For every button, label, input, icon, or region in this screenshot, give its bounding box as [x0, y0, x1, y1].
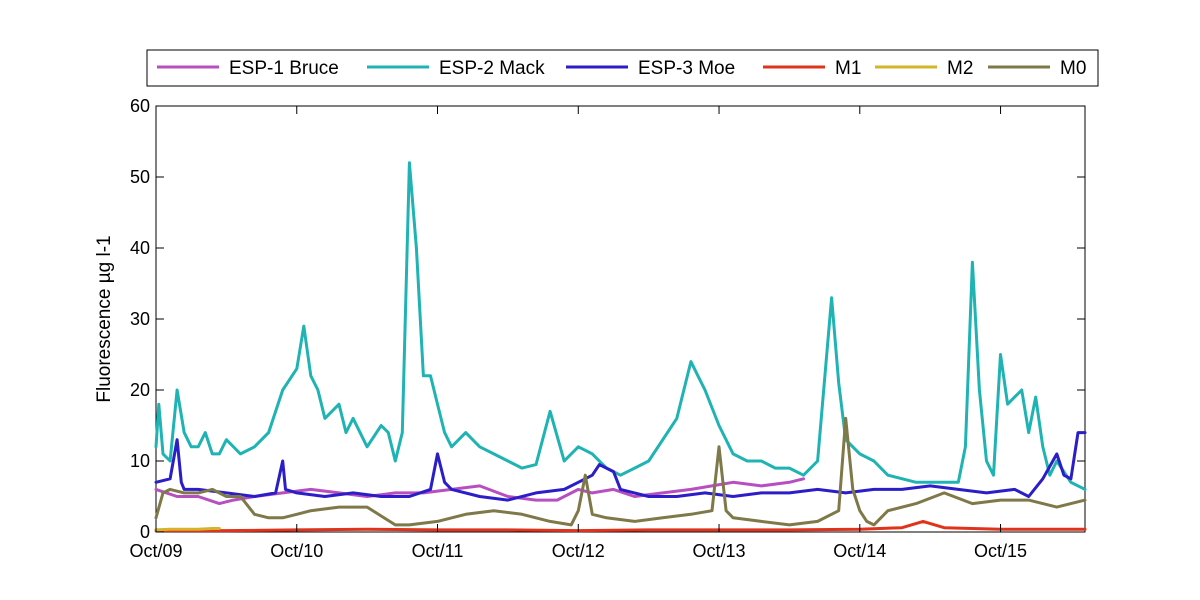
legend-label-3: M1: [835, 58, 861, 79]
series-line-0: [154, 477, 805, 506]
series-line-1: [154, 161, 1087, 491]
legend-label-4: M2: [947, 58, 973, 79]
legend: ESP-1 Bruce ESP-2 Mack ESP-3 Moe M1 M2 M0: [146, 49, 1099, 87]
legend-label-2: ESP-3 Moe: [638, 58, 735, 79]
legend-label-5: M0: [1060, 58, 1086, 79]
plot-area: [155, 105, 1086, 533]
legend-label-1: ESP-2 Mack: [439, 58, 545, 79]
y-tick-label-1: 10: [130, 451, 150, 471]
y-axis: 0 10 20 30 40 50 60: [130, 96, 1085, 542]
x-tick-label-6: Oct/15: [974, 541, 1027, 561]
y-tick-label-4: 40: [130, 238, 150, 258]
x-tick-label-3: Oct/12: [552, 541, 605, 561]
x-tick-label-2: Oct/11: [412, 541, 464, 561]
y-tick-label-6: 60: [130, 96, 150, 116]
x-tick-label-1: Oct/10: [270, 541, 323, 561]
x-axis: Oct/09 Oct/10 Oct/11 Oct/12 Oct/13 Oct/14 Oct/…: [129, 106, 1027, 561]
x-tick-label-0: Oct/09: [129, 541, 182, 561]
series-line-5: [154, 416, 1087, 527]
x-tick-label-5: Oct/14: [833, 541, 886, 561]
y-tick-label-3: 30: [130, 309, 150, 329]
y-axis-label: Fluorescence µg l-1: [94, 235, 115, 402]
y-tick-label-2: 20: [130, 380, 150, 400]
series-layer: [154, 161, 1087, 533]
y-tick-label-5: 50: [130, 167, 150, 187]
x-tick-label-4: Oct/13: [693, 541, 746, 561]
series-line-3: [154, 519, 1087, 533]
series-line-4: [154, 527, 221, 532]
legend-label-0: ESP-1 Bruce: [229, 58, 339, 79]
y-tick-label-0: 0: [140, 522, 150, 542]
